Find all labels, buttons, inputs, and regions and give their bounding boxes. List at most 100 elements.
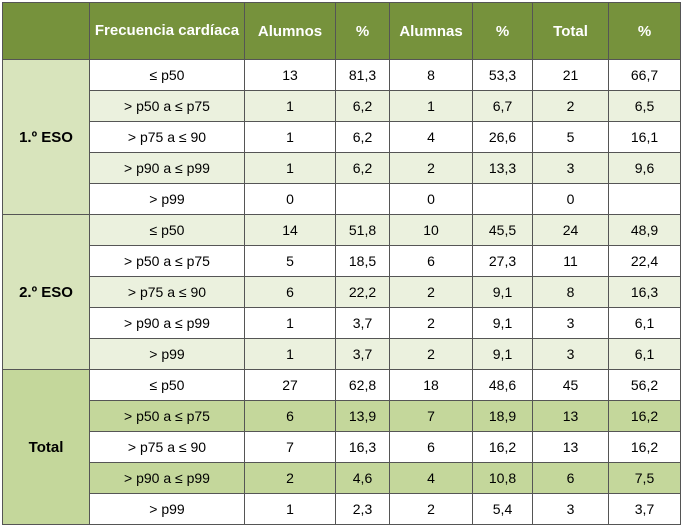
table-cell: 9,1 bbox=[472, 338, 533, 370]
group-label-2eso: 2.º ESO bbox=[2, 214, 90, 370]
group-label-1eso: 1.º ESO bbox=[2, 59, 90, 215]
table-cell: 3 bbox=[532, 152, 609, 184]
table-cell: 18,5 bbox=[335, 245, 390, 277]
table-cell: 6,2 bbox=[335, 152, 390, 184]
table-cell: 1 bbox=[244, 90, 336, 122]
table-cell: 2 bbox=[532, 90, 609, 122]
table-row: 1.º ESO ≤ p50 13 81,3 8 53,3 21 66,7 bbox=[2, 59, 681, 215]
header-pct-alumnos: % bbox=[335, 2, 390, 60]
table-row: > p50 a ≤ p75 5 18,5 6 27,3 11 22,4 bbox=[3, 245, 681, 277]
table-cell: 27,3 bbox=[472, 245, 533, 277]
table-cell: 45 bbox=[532, 369, 609, 401]
table-cell: 45,5 bbox=[472, 214, 533, 246]
table-cell: 7 bbox=[389, 400, 473, 432]
table-cell: 81,3 bbox=[335, 59, 390, 91]
table-cell: 13,3 bbox=[472, 152, 533, 184]
table-cell: > p50 a ≤ p75 bbox=[89, 245, 245, 277]
table-cell: 2 bbox=[389, 307, 473, 339]
table-cell: 21 bbox=[532, 59, 609, 91]
table-cell: 6,7 bbox=[472, 90, 533, 122]
table-cell: 18,9 bbox=[472, 400, 533, 432]
table-cell: > p50 a ≤ p75 bbox=[89, 90, 245, 122]
table-cell: 7,5 bbox=[608, 462, 681, 494]
table-cell bbox=[335, 183, 390, 215]
table-cell: ≤ p50 bbox=[89, 214, 245, 246]
table-cell: 18 bbox=[389, 369, 473, 401]
table-cell: 16,2 bbox=[608, 431, 681, 463]
table-cell: 6,1 bbox=[608, 307, 681, 339]
table-cell: 1 bbox=[244, 152, 336, 184]
table-cell: 6 bbox=[244, 276, 336, 308]
table-cell: 6 bbox=[389, 431, 473, 463]
table-cell: 2 bbox=[389, 152, 473, 184]
table-cell: 3 bbox=[532, 307, 609, 339]
table-row: > p50 a ≤ p75 1 6,2 1 6,7 2 6,5 bbox=[3, 90, 681, 122]
table-cell: 3 bbox=[532, 338, 609, 370]
table-cell: > p99 bbox=[89, 183, 245, 215]
table-row: > p50 a ≤ p75 6 13,9 7 18,9 13 16,2 bbox=[3, 400, 681, 432]
table-row: > p75 a ≤ 90 1 6,2 4 26,6 5 16,1 bbox=[3, 121, 681, 153]
table-cell: > p90 a ≤ p99 bbox=[89, 462, 245, 494]
table-cell: 1 bbox=[244, 307, 336, 339]
table-cell: 6 bbox=[532, 462, 609, 494]
table-cell: 2 bbox=[389, 493, 473, 525]
table-cell: ≤ p50 bbox=[89, 369, 245, 401]
table-cell: > p99 bbox=[89, 493, 245, 525]
table-cell: 0 bbox=[389, 183, 473, 215]
table-cell: 4,6 bbox=[335, 462, 390, 494]
table-cell: 16,3 bbox=[335, 431, 390, 463]
table-cell: 22,2 bbox=[335, 276, 390, 308]
table-cell: 6 bbox=[389, 245, 473, 277]
table-cell: > p75 a ≤ 90 bbox=[89, 431, 245, 463]
table-cell: 9,6 bbox=[608, 152, 681, 184]
table-cell: 1 bbox=[389, 90, 473, 122]
table-cell: 13 bbox=[532, 400, 609, 432]
table-cell: 16,2 bbox=[472, 431, 533, 463]
header-total: Total bbox=[532, 2, 609, 60]
table-cell: 14 bbox=[244, 214, 336, 246]
table-cell: 53,3 bbox=[472, 59, 533, 91]
table-cell: 66,7 bbox=[608, 59, 681, 91]
header-blank bbox=[2, 2, 90, 60]
table-cell bbox=[608, 183, 681, 215]
table-row: > p90 a ≤ p99 1 3,7 2 9,1 3 6,1 bbox=[3, 307, 681, 339]
table-cell: 27 bbox=[244, 369, 336, 401]
table-cell: 4 bbox=[389, 121, 473, 153]
table-cell: 6,2 bbox=[335, 121, 390, 153]
table-cell: 48,9 bbox=[608, 214, 681, 246]
table-cell: 51,8 bbox=[335, 214, 390, 246]
table-cell: > p50 a ≤ p75 bbox=[89, 400, 245, 432]
table-cell: 48,6 bbox=[472, 369, 533, 401]
table-cell: 8 bbox=[532, 276, 609, 308]
table-cell: 1 bbox=[244, 121, 336, 153]
group-label-total: Total bbox=[2, 369, 90, 525]
table-cell: 0 bbox=[532, 183, 609, 215]
table-cell: 6,5 bbox=[608, 90, 681, 122]
table-row: > p75 a ≤ 90 7 16,3 6 16,2 13 16,2 bbox=[3, 431, 681, 463]
table-cell: > p75 a ≤ 90 bbox=[89, 121, 245, 153]
table-cell: 62,8 bbox=[335, 369, 390, 401]
table-cell: 6 bbox=[244, 400, 336, 432]
table-cell: 9,1 bbox=[472, 307, 533, 339]
table-cell: 10,8 bbox=[472, 462, 533, 494]
table-cell: 2 bbox=[389, 338, 473, 370]
table-cell: 1 bbox=[244, 493, 336, 525]
table-cell: 13 bbox=[532, 431, 609, 463]
table-cell: > p90 a ≤ p99 bbox=[89, 307, 245, 339]
table-row: 2.º ESO ≤ p50 14 51,8 10 45,5 24 48,9 bbox=[2, 214, 681, 370]
table-cell: 4 bbox=[389, 462, 473, 494]
table-row: > p99 0 0 0 bbox=[3, 183, 681, 215]
table-cell: 13,9 bbox=[335, 400, 390, 432]
table-cell: 6,2 bbox=[335, 90, 390, 122]
table-cell: 11 bbox=[532, 245, 609, 277]
table-cell: 8 bbox=[389, 59, 473, 91]
table-cell: 16,1 bbox=[608, 121, 681, 153]
table-cell: 22,4 bbox=[608, 245, 681, 277]
table-row: > p90 a ≤ p99 1 6,2 2 13,3 3 9,6 bbox=[3, 152, 681, 184]
table-cell: 26,6 bbox=[472, 121, 533, 153]
table-cell: 24 bbox=[532, 214, 609, 246]
header-alumnos: Alumnos bbox=[244, 2, 336, 60]
table-cell: 56,2 bbox=[608, 369, 681, 401]
heart-rate-table: Frecuencia cardíaca Alumnos % Alumnas % … bbox=[2, 2, 681, 525]
header-row: Frecuencia cardíaca Alumnos % Alumnas % … bbox=[2, 2, 681, 60]
